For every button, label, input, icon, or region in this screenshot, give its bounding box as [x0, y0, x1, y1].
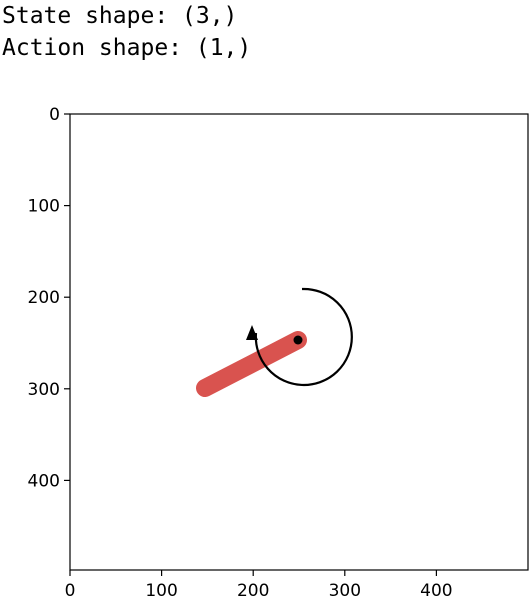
x-tick-label: 300	[329, 581, 361, 601]
x-tick-label: 0	[65, 581, 76, 601]
torque-arc	[254, 287, 353, 387]
action-shape-text: Action shape: (1,)	[2, 35, 252, 61]
y-tick-label: 100	[28, 197, 60, 217]
y-tick-label: 200	[28, 288, 60, 308]
x-tick-label: 400	[420, 581, 452, 601]
pivot-point	[293, 335, 303, 345]
y-tick-label: 0	[49, 105, 60, 125]
y-tick-label: 400	[28, 471, 60, 491]
x-tick-label: 100	[145, 581, 177, 601]
y-tick-label: 300	[28, 380, 60, 400]
state-shape-text: State shape: (3,)	[2, 3, 238, 29]
y-axis: 0 100 200 300 400	[28, 105, 70, 491]
x-axis: 0 100 200 300 400	[65, 570, 453, 601]
x-tick-label: 200	[237, 581, 269, 601]
pendulum-pole	[196, 331, 307, 397]
torque-arrow-head-icon	[246, 325, 258, 340]
